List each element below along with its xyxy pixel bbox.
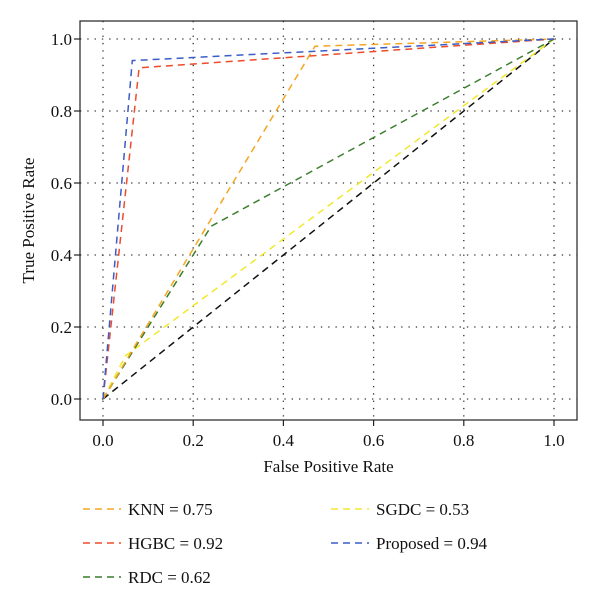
legend-label: HGBC = 0.92: [128, 534, 223, 553]
x-tick-label: 0.0: [92, 431, 113, 450]
x-tick-label: 1.0: [543, 431, 564, 450]
grid: [80, 21, 577, 420]
y-axis-title: True Positive Rate: [19, 158, 38, 284]
legend-label: SGDC = 0.53: [376, 500, 469, 519]
series-line-proposed: [102, 38, 555, 400]
series-line-sgdc: [102, 38, 555, 400]
series-line-knn: [102, 38, 555, 400]
y-tick-label: 1.0: [51, 30, 72, 49]
legend-label: Proposed = 0.94: [376, 534, 488, 553]
y-tick-label: 0.0: [51, 390, 72, 409]
series-lines: [102, 38, 555, 400]
x-axis-title: False Positive Rate: [263, 457, 393, 476]
legend: KNN = 0.75 HGBC = 0.92 RDC = 0.62 SGDC = 0.…: [83, 500, 488, 587]
plot-frame: [79, 20, 578, 421]
x-tick-label: 0.2: [183, 431, 204, 450]
x-tick-label: 0.6: [363, 431, 384, 450]
legend-label: KNN = 0.75: [128, 500, 213, 519]
chance-line: [102, 38, 555, 400]
y-tick-label: 0.2: [51, 318, 72, 337]
axis-ticks: 0.0 0.2 0.4 0.6 0.8 1.0 0.0 0.2 0.4 0.6 0.8 1.0: [51, 30, 565, 450]
y-tick-label: 0.8: [51, 102, 72, 121]
x-tick-label: 0.4: [273, 431, 295, 450]
legend-label: RDC = 0.62: [128, 568, 211, 587]
series-line-hgbc: [102, 38, 555, 400]
y-tick-label: 0.4: [51, 246, 73, 265]
y-tick-label: 0.6: [51, 174, 72, 193]
x-tick-label: 0.8: [453, 431, 474, 450]
